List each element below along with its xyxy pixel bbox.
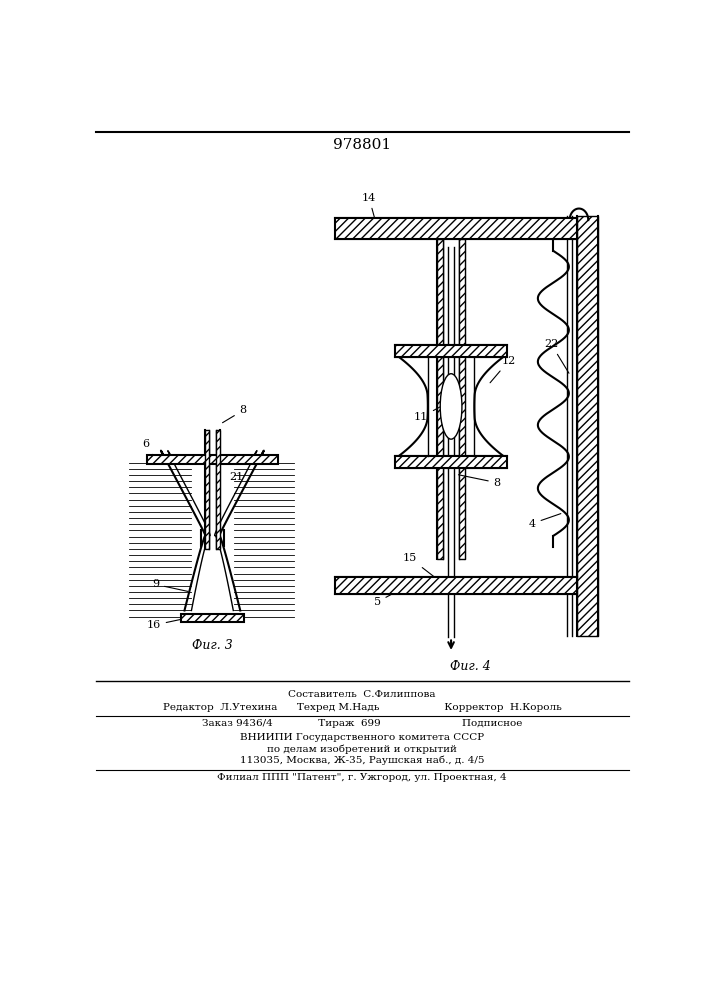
Text: 978801: 978801 [333, 138, 391, 152]
Text: 8: 8 [223, 405, 247, 423]
Bar [395, 345, 507, 357]
Text: 8: 8 [458, 475, 501, 488]
Ellipse shape [440, 374, 462, 439]
Text: ВНИИПИ Государственного комитета СССР: ВНИИПИ Государственного комитета СССР [240, 733, 484, 742]
Text: 21: 21 [230, 472, 244, 482]
Text: 15: 15 [403, 553, 443, 583]
Text: Филиал ППП "Патент", г. Ужгород, ул. Проектная, 4: Филиал ППП "Патент", г. Ужгород, ул. Про… [217, 773, 507, 782]
Bar [395, 456, 507, 468]
Bar [437, 239, 443, 559]
Text: Фиг. 3: Фиг. 3 [192, 639, 233, 652]
Bar [335, 577, 577, 594]
Bar [335, 218, 577, 239]
Text: по делам изобретений и открытий: по делам изобретений и открытий [267, 744, 457, 754]
Text: 9: 9 [152, 579, 188, 591]
Bar [180, 614, 244, 622]
Text: Составитель  С.Филиппова: Составитель С.Филиппова [288, 690, 436, 699]
Text: Фиг. 4: Фиг. 4 [450, 660, 491, 673]
Bar [459, 239, 465, 559]
Text: 12: 12 [490, 356, 515, 383]
Text: 14: 14 [362, 193, 377, 226]
Text: 22: 22 [544, 339, 569, 373]
Text: Редактор  Л.Утехина      Техред М.Надь                    Корректор  Н.Король: Редактор Л.Утехина Техред М.Надь Коррект… [163, 703, 561, 712]
Bar [204, 430, 209, 549]
Text: Заказ 9436/4              Тираж  699                         Подписное: Заказ 9436/4 Тираж 699 Подписное [201, 719, 522, 728]
Text: 6: 6 [143, 439, 154, 457]
Text: 5: 5 [373, 586, 406, 607]
Text: 11: 11 [414, 400, 452, 422]
Bar [216, 430, 220, 549]
Text: 4: 4 [529, 514, 561, 529]
Bar [146, 455, 279, 464]
Text: 16: 16 [146, 620, 180, 630]
Bar [577, 216, 598, 636]
Text: 113035, Москва, Ж-35, Раушская наб., д. 4/5: 113035, Москва, Ж-35, Раушская наб., д. … [240, 756, 484, 765]
